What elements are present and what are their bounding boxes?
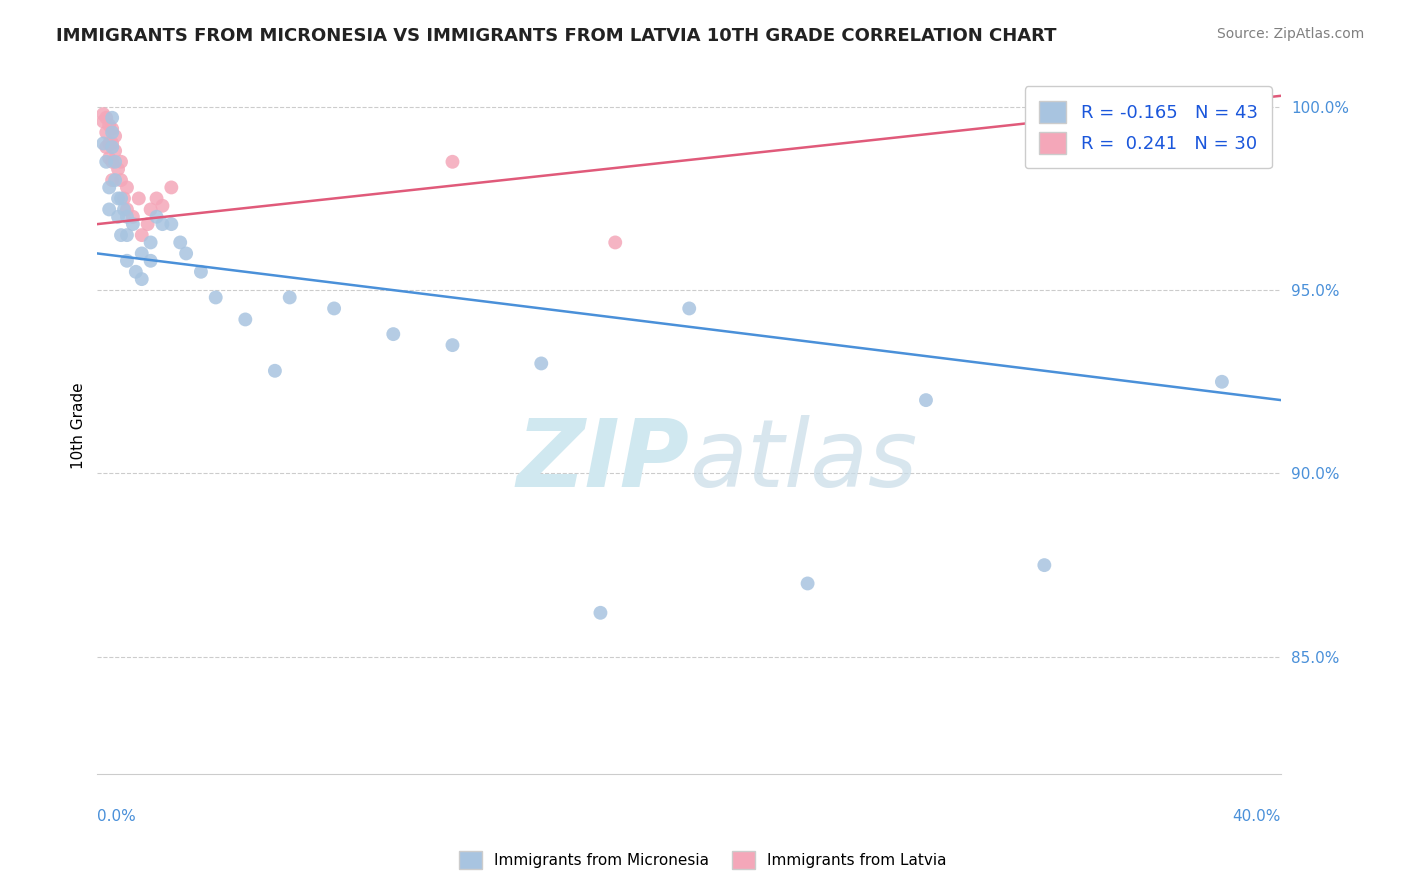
Point — [605, 235, 627, 250]
Point — [121, 217, 143, 231]
Point — [96, 154, 118, 169]
Point — [131, 228, 153, 243]
Point — [107, 210, 129, 224]
Point — [131, 246, 153, 260]
Y-axis label: 10th Grade: 10th Grade — [72, 383, 86, 469]
Point — [96, 111, 118, 125]
Point — [107, 191, 129, 205]
Point — [112, 202, 135, 217]
Point — [112, 191, 135, 205]
Point — [98, 202, 121, 217]
Point — [204, 290, 226, 304]
Point — [101, 136, 124, 151]
Point — [91, 114, 114, 128]
Point — [101, 173, 124, 187]
Point — [589, 606, 612, 620]
Point — [190, 265, 212, 279]
Text: 0.0%: 0.0% — [97, 809, 136, 824]
Point — [98, 118, 121, 132]
Point — [104, 154, 127, 169]
Point — [115, 202, 138, 217]
Point — [91, 136, 114, 151]
Point — [115, 210, 138, 224]
Point — [441, 154, 464, 169]
Point — [110, 154, 132, 169]
Text: Source: ZipAtlas.com: Source: ZipAtlas.com — [1216, 27, 1364, 41]
Text: ZIP: ZIP — [516, 415, 689, 507]
Point — [233, 312, 256, 326]
Point — [115, 180, 138, 194]
Point — [530, 356, 553, 370]
Point — [323, 301, 346, 316]
Point — [101, 154, 124, 169]
Point — [115, 228, 138, 243]
Point — [98, 180, 121, 194]
Point — [96, 125, 118, 139]
Point — [96, 140, 118, 154]
Point — [104, 173, 127, 187]
Point — [152, 199, 174, 213]
Legend: Immigrants from Micronesia, Immigrants from Latvia: Immigrants from Micronesia, Immigrants f… — [453, 845, 953, 875]
Point — [264, 364, 287, 378]
Point — [115, 253, 138, 268]
Point — [110, 173, 132, 187]
Point — [107, 162, 129, 177]
Point — [145, 191, 167, 205]
Point — [125, 265, 148, 279]
Point — [98, 151, 121, 165]
Point — [382, 327, 405, 342]
Legend: R = -0.165   N = 43, R =  0.241   N = 30: R = -0.165 N = 43, R = 0.241 N = 30 — [1025, 87, 1272, 169]
Point — [110, 191, 132, 205]
Point — [915, 393, 938, 408]
Point — [91, 107, 114, 121]
Text: IMMIGRANTS FROM MICRONESIA VS IMMIGRANTS FROM LATVIA 10TH GRADE CORRELATION CHAR: IMMIGRANTS FROM MICRONESIA VS IMMIGRANTS… — [56, 27, 1057, 45]
Point — [128, 191, 150, 205]
Point — [169, 235, 191, 250]
Point — [678, 301, 700, 316]
Point — [139, 202, 162, 217]
Point — [131, 272, 153, 286]
Point — [160, 217, 183, 231]
Point — [145, 210, 167, 224]
Point — [98, 136, 121, 151]
Point — [174, 246, 197, 260]
Point — [139, 253, 162, 268]
Point — [796, 576, 818, 591]
Point — [101, 140, 124, 154]
Text: 40.0%: 40.0% — [1233, 809, 1281, 824]
Point — [152, 217, 174, 231]
Point — [101, 111, 124, 125]
Point — [121, 210, 143, 224]
Point — [101, 121, 124, 136]
Point — [160, 180, 183, 194]
Point — [136, 217, 159, 231]
Point — [139, 235, 162, 250]
Point — [1211, 375, 1233, 389]
Point — [110, 228, 132, 243]
Point — [101, 125, 124, 139]
Text: atlas: atlas — [689, 415, 918, 506]
Point — [1033, 558, 1056, 573]
Point — [104, 144, 127, 158]
Point — [278, 290, 301, 304]
Point — [104, 129, 127, 144]
Point — [441, 338, 464, 352]
